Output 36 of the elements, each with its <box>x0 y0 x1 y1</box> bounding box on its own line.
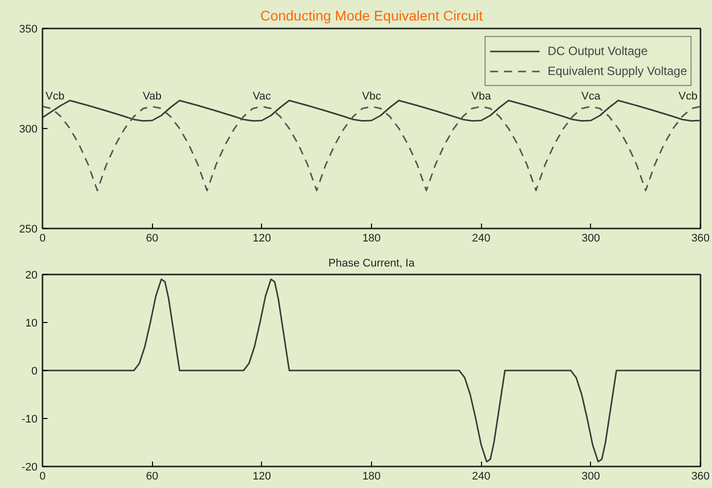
x-tick-label: 120 <box>252 232 272 244</box>
x-tick-label: 300 <box>582 232 600 244</box>
chart-title: Phase Current, Ia <box>328 258 416 270</box>
x-tick-label: 240 <box>472 232 490 244</box>
y-tick-label: -10 <box>22 414 38 426</box>
y-tick-label: 300 <box>19 124 38 136</box>
x-tick-label: 0 <box>39 470 46 482</box>
x-tick-label: 0 <box>39 232 46 244</box>
x-tick-label: 300 <box>582 470 600 482</box>
annotation: Vca <box>581 90 602 102</box>
legend-label: DC Output Voltage <box>548 44 648 58</box>
y-tick-label: 0 <box>31 366 38 378</box>
line-series <box>42 278 700 462</box>
annotation: Vcb <box>46 90 64 102</box>
y-tick-label: -20 <box>22 462 38 474</box>
x-tick-label: 360 <box>691 232 710 244</box>
chart-title: Conducting Mode Equivalent Circuit <box>260 8 483 24</box>
legend-label: Equivalent Supply Voltage <box>548 64 687 78</box>
annotation: Vab <box>142 90 162 102</box>
annotation: Vcb <box>678 90 698 102</box>
line-series <box>42 100 700 122</box>
x-tick-label: 60 <box>146 232 158 244</box>
x-tick-label: 120 <box>252 470 272 482</box>
y-tick-label: 10 <box>25 318 38 330</box>
annotation: Vac <box>252 90 272 102</box>
line-series <box>42 106 700 192</box>
annotation: Vba <box>471 90 492 102</box>
y-tick-label: 350 <box>19 24 38 36</box>
x-tick-label: 180 <box>362 470 381 482</box>
x-tick-label: 180 <box>362 232 381 244</box>
y-tick-label: 20 <box>25 270 38 282</box>
x-tick-label: 360 <box>691 470 710 482</box>
y-tick-label: 250 <box>19 224 38 236</box>
x-tick-label: 60 <box>146 470 158 482</box>
annotation: Vbc <box>362 90 382 102</box>
x-tick-label: 240 <box>472 470 490 482</box>
